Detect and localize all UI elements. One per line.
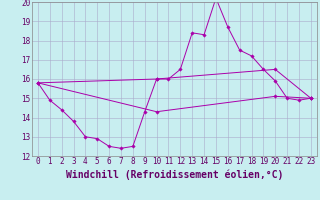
X-axis label: Windchill (Refroidissement éolien,°C): Windchill (Refroidissement éolien,°C) — [66, 169, 283, 180]
